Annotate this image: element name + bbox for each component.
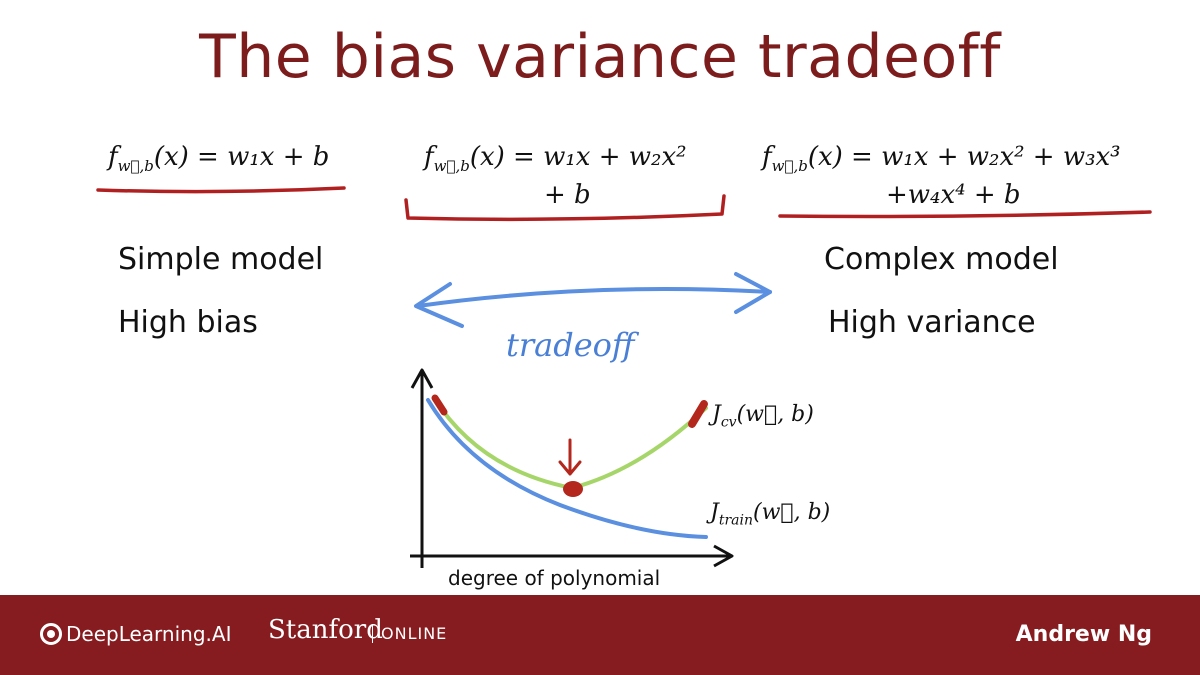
online-wordmark: ONLINE [372,624,447,643]
formula-f: f [762,142,772,172]
stanford-wordmark: Stanford [268,615,383,645]
formula-subscript: w⃗,b [433,157,470,176]
quadratic-model-formula: fw⃗,b(x) = w₁x + w₂x² [424,142,687,175]
deeplearning-icon [40,623,62,645]
formula-f: f [424,142,434,172]
jcv-subscript: cv [720,414,737,431]
quadratic-formula-bracket [404,194,726,222]
optimum-point [563,481,583,497]
slide-title: The bias variance tradeoff [199,22,1001,92]
high-variance-label: High variance [828,305,1036,340]
right-arrowhead [734,272,772,314]
presenter-name: Andrew Ng [1015,622,1152,647]
simple-model-formula: fw⃗,b(x) = w₁x + b [108,142,329,175]
formula-subscript: w⃗,b [117,157,154,176]
jcv-args: (w⃗, b) [736,402,814,427]
formula-subscript: w⃗,b [771,157,808,176]
jtrain-curve [426,398,708,539]
optimum-arrowhead [558,460,582,476]
simple-formula-underline [96,186,346,194]
x-axis-label: degree of polynomial [448,566,661,590]
footer-bar: DeepLearning.AI Stanford ONLINE Andrew N… [0,595,1200,675]
jcv-right-end-mark [688,400,708,428]
simple-model-label: Simple model [118,242,324,277]
complex-model-formula: fw⃗,b(x) = w₁x + w₂x² + w₃x³ [762,142,1121,175]
deeplearning-logo: DeepLearning.AI [40,622,231,646]
left-arrowhead [414,282,464,328]
complex-model-formula-line2: +w₄x⁴ + b [886,180,1021,210]
formula-rhs: (x) = w₁x + b [153,142,330,172]
high-bias-label: High bias [118,305,258,340]
y-axis-arrowhead [410,368,434,389]
complex-formula-underline [778,210,1152,219]
jtrain-args: (w⃗, b) [753,500,831,525]
jcv-label: Jcv(w⃗, b) [712,402,814,430]
tradeoff-double-arrow [416,287,772,308]
complex-model-label: Complex model [824,242,1059,277]
tradeoff-label: tradeoff [506,326,635,364]
formula-rhs: (x) = w₁x + w₂x² + w₃x³ [807,142,1121,172]
deeplearning-wordmark: DeepLearning.AI [66,622,232,646]
jtrain-subscript: train [718,512,753,529]
jcv-left-end-mark [431,394,448,416]
jtrain-symbol: J [710,500,719,525]
jcv-symbol: J [712,402,721,427]
jtrain-label: Jtrain(w⃗, b) [710,500,830,528]
formula-f: f [108,142,118,172]
x-axis-arrowhead [713,544,734,568]
formula-rhs: (x) = w₁x + w₂x² [469,142,687,172]
quadratic-model-formula-line2: + b [544,180,591,210]
